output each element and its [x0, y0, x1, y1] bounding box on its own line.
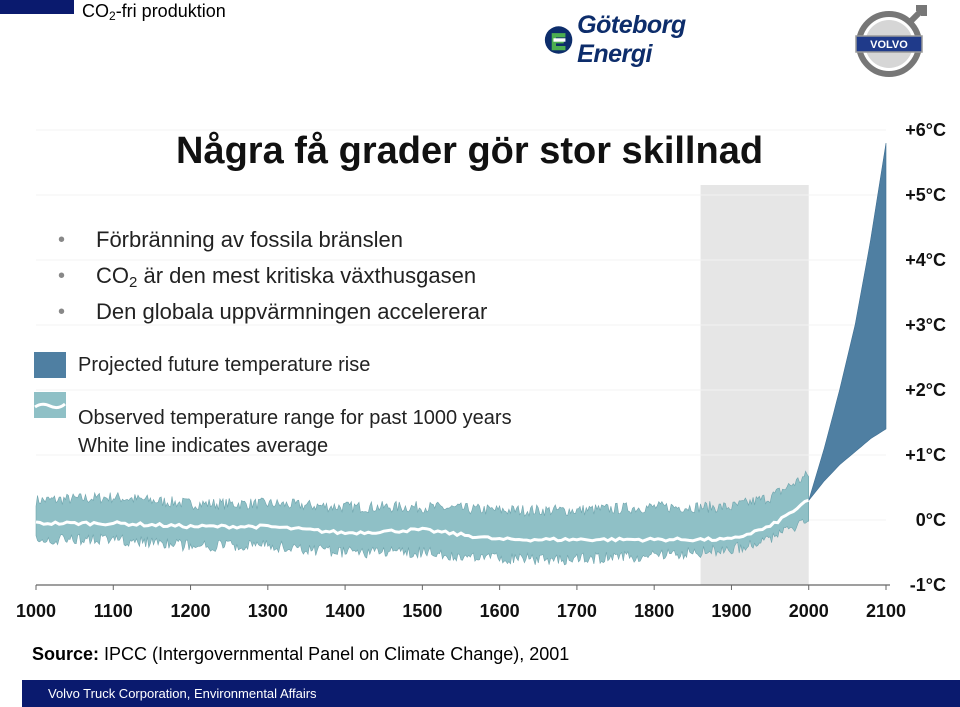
- projected-range-area: [808, 142, 887, 501]
- slide-header-title: CO2-fri produktion: [82, 1, 226, 23]
- volvo-logo-text: VOLVO: [870, 39, 908, 51]
- x-tick-label: 1300: [248, 601, 288, 621]
- goteborg-energi-logo-mark-icon: [544, 26, 573, 54]
- y-tick-label: +6°C: [905, 120, 946, 140]
- average-line: [35, 498, 810, 543]
- chart-legend: Projected future temperature rise Observ…: [34, 350, 512, 460]
- legend-label-projected: Projected future temperature rise: [78, 354, 371, 376]
- bullet-dot-icon: •: [58, 229, 66, 251]
- x-tick-label: 2000: [789, 601, 829, 621]
- legend-swatch-observed: [34, 392, 66, 418]
- x-tick-label: 1100: [94, 601, 133, 621]
- x-tick-label: 1800: [634, 601, 674, 621]
- x-tick-label: 1500: [402, 601, 442, 621]
- x-tick-label: 1600: [480, 601, 520, 621]
- goteborg-energi-logo: Göteborg Energi: [544, 11, 740, 68]
- legend-average-line-icon: [34, 402, 66, 410]
- y-tick-label: +5°C: [905, 185, 946, 205]
- y-tick-label: 0°C: [916, 510, 946, 530]
- y-tick-label: -1°C: [910, 575, 946, 595]
- volvo-logo: VOLVO: [855, 5, 927, 77]
- bullet-item: • Förbränning av fossila bränslen: [58, 224, 487, 260]
- x-tick-label: 2100: [866, 601, 906, 621]
- x-tick-label: 1000: [16, 601, 56, 621]
- legend-swatch-projected: [34, 352, 66, 378]
- y-tick-label: +4°C: [905, 250, 946, 270]
- x-tick-label: 1900: [711, 601, 751, 621]
- observed-range-area: [35, 470, 809, 566]
- source-citation: Source: IPCC (Intergovernmental Panel on…: [32, 644, 570, 664]
- bullet-item: • Den globala uppvärmningen accelererar: [58, 296, 487, 332]
- bullet-dot-icon: •: [58, 265, 66, 287]
- bullet-list: • Förbränning av fossila bränslen • CO2 är…: [58, 224, 487, 332]
- x-tick-label: 1400: [325, 601, 365, 621]
- legend-label-observed: Observed temperature range for past 1000…: [78, 407, 512, 429]
- x-tick-label: 1700: [557, 601, 597, 621]
- bullet-dot-icon: •: [58, 301, 66, 323]
- goteborg-energi-logo-text: Göteborg Energi: [577, 11, 686, 68]
- bullet-item: • CO2 är den mest kritiska växthusgasen: [58, 260, 487, 296]
- top-accent-bar: [0, 0, 74, 14]
- footer-text: Volvo Truck Corporation, Environmental A…: [48, 686, 317, 701]
- footer-left-block: [0, 678, 22, 707]
- y-tick-label: +2°C: [905, 380, 946, 400]
- y-tick-label: +3°C: [905, 315, 946, 335]
- footer-bar: [0, 680, 960, 707]
- slide-title: Några få grader gör stor skillnad: [176, 130, 764, 172]
- x-tick-label: 1200: [171, 601, 211, 621]
- y-tick-label: +1°C: [905, 445, 946, 465]
- legend-label-average: White line indicates average: [78, 435, 329, 457]
